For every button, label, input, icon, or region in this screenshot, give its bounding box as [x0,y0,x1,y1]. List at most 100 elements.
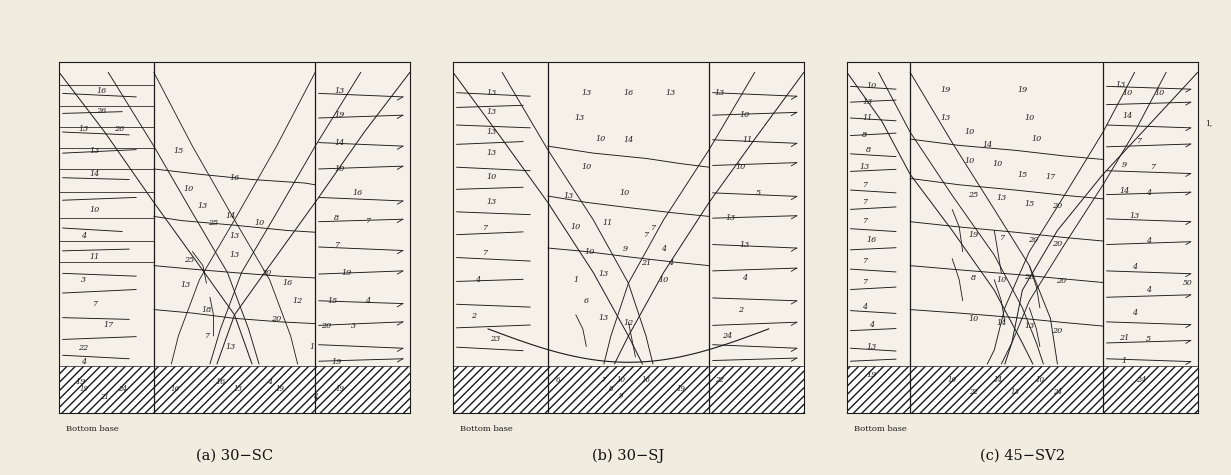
Text: 10: 10 [992,160,1003,168]
Text: 15: 15 [327,297,337,305]
Text: 10: 10 [89,206,100,214]
Text: 20: 20 [1053,327,1062,335]
Text: 13: 13 [739,240,750,248]
Text: (b) 30−SJ: (b) 30−SJ [592,449,665,463]
Text: 20: 20 [261,269,271,276]
Polygon shape [59,366,410,413]
Text: 10: 10 [965,128,975,136]
Text: 10: 10 [1123,89,1133,97]
Text: 2: 2 [471,312,476,320]
Text: 7: 7 [862,257,867,265]
Text: 19: 19 [75,378,85,386]
Text: 19: 19 [335,385,345,393]
Text: 14: 14 [1123,112,1133,120]
Text: 24: 24 [1053,388,1062,396]
Text: 7: 7 [483,248,487,256]
Text: 50: 50 [1182,279,1192,287]
Text: 8: 8 [971,274,976,282]
Text: 13: 13 [89,147,100,155]
Text: 16: 16 [623,89,634,97]
Text: 1: 1 [309,343,314,351]
Text: 17: 17 [103,322,113,329]
Text: 19: 19 [677,385,686,393]
Text: 19: 19 [867,370,876,379]
Text: 10: 10 [965,157,975,165]
Text: 20: 20 [1053,202,1062,210]
Text: 4: 4 [81,232,86,240]
Text: 7: 7 [862,199,867,206]
Text: 18: 18 [202,305,212,314]
Text: 1: 1 [574,276,579,284]
Text: 13: 13 [486,89,497,97]
Text: 4: 4 [475,276,480,285]
Text: 25: 25 [968,191,979,200]
Text: 14: 14 [1119,187,1129,195]
Text: 7: 7 [998,234,1003,242]
Text: 13: 13 [180,281,191,289]
Text: 13: 13 [1024,322,1034,330]
Text: 4: 4 [267,378,272,386]
Text: 11: 11 [89,253,100,261]
Text: 4: 4 [1146,237,1151,245]
Text: 13: 13 [714,89,725,97]
Text: 20: 20 [1028,236,1038,244]
Text: 10: 10 [1024,114,1034,122]
Text: 3: 3 [351,322,356,330]
Text: (a) 30−SC: (a) 30−SC [196,449,273,463]
Text: 11: 11 [742,136,753,144]
Text: 16: 16 [215,378,225,386]
Text: 13: 13 [1130,212,1140,220]
Text: 7: 7 [204,332,209,340]
Text: 13: 13 [229,251,240,259]
Text: 7: 7 [602,376,606,384]
Text: 10: 10 [1035,376,1044,384]
Text: 13: 13 [598,314,609,323]
Text: 4: 4 [668,259,673,267]
Text: 16: 16 [229,174,240,182]
Text: 13: 13 [940,114,950,122]
Text: 3: 3 [81,276,86,285]
Text: (c) 45−SV2: (c) 45−SV2 [980,449,1065,463]
Text: 10: 10 [1153,89,1165,97]
Text: 10: 10 [183,185,194,193]
Text: 13: 13 [725,214,735,222]
Text: 8: 8 [862,131,867,139]
Text: 22: 22 [969,388,977,396]
Text: 1,: 1, [1205,119,1213,127]
Text: 19: 19 [335,111,345,119]
Text: 13: 13 [581,89,591,97]
Text: 19: 19 [79,385,89,393]
Text: 14: 14 [993,376,1002,384]
Text: 10: 10 [996,276,1007,285]
Text: 10: 10 [736,163,746,171]
Text: 21: 21 [1119,333,1129,342]
Text: 20: 20 [1024,273,1034,281]
Text: 7: 7 [862,217,867,225]
Text: 25: 25 [183,256,194,265]
Text: 13: 13 [486,149,497,157]
Text: 4: 4 [313,393,318,401]
Text: 7: 7 [366,217,371,225]
Text: 13: 13 [1115,81,1125,89]
Text: 10: 10 [617,376,625,384]
Text: 16: 16 [282,279,292,287]
Text: 7: 7 [862,278,867,286]
Text: 13: 13 [1011,388,1019,396]
Text: 11: 11 [602,219,613,228]
Text: 7: 7 [1150,163,1155,171]
Text: 7: 7 [334,240,339,248]
Text: 2: 2 [739,305,744,314]
Text: 25: 25 [208,219,219,228]
Text: 13: 13 [486,199,497,206]
Text: 22: 22 [715,376,724,384]
Text: 14: 14 [982,142,992,150]
Text: 17: 17 [1045,173,1055,181]
Text: 9: 9 [619,392,624,399]
Text: 13: 13 [564,192,574,200]
Text: 4: 4 [741,274,747,282]
Text: 21: 21 [100,393,110,401]
Text: 14: 14 [225,212,236,220]
Text: 8: 8 [865,146,870,154]
Text: 13: 13 [234,385,243,393]
Text: 14: 14 [89,170,100,178]
